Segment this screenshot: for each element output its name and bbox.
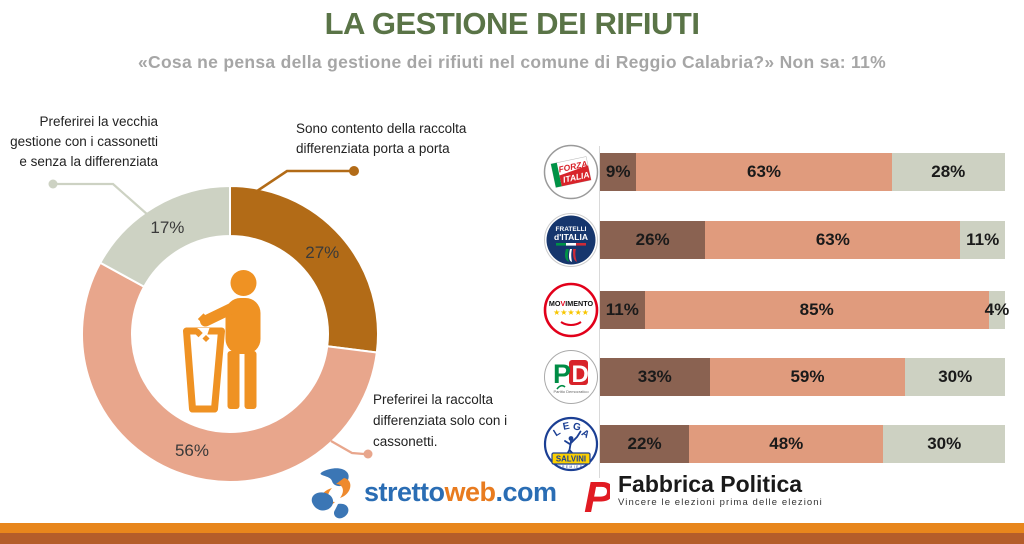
bar-segment-value: 22% xyxy=(627,434,662,453)
svg-text:P: P xyxy=(553,359,571,389)
forza-italia-logo: FORZA ITALIA xyxy=(543,144,599,200)
stacked-bar-chart: FORZA ITALIA 9% 63% 28% FRATELLI d'ITALIA … xyxy=(543,144,1009,475)
movimento-5-stelle-logo: MOVIMENTO ★★★★★ xyxy=(543,282,599,338)
donut-slice-value: 56% xyxy=(174,440,209,460)
bar-segment: 63% xyxy=(705,221,961,259)
littering-person-icon xyxy=(183,269,261,413)
bar-segment-value: 28% xyxy=(931,162,966,181)
donut-slice-value: 27% xyxy=(305,242,340,262)
bar-segment-value: 48% xyxy=(769,434,804,453)
bar-segment: 85% xyxy=(644,291,989,329)
movimento-5-stelle-logo-icon: MOVIMENTO ★★★★★ xyxy=(543,282,599,338)
strettoweb-part1: stretto xyxy=(364,476,445,507)
bar-segment-value: 26% xyxy=(635,230,670,249)
lega-salvini-logo: L E G A SALVINI PREMIER xyxy=(543,416,599,472)
donut-svg xyxy=(81,184,379,483)
bar-segment: 11% xyxy=(960,221,1005,259)
bar-segment-value: 30% xyxy=(927,434,962,453)
bar-track-lega-salvini: 22% 48% 30% xyxy=(600,425,1005,463)
bar-segment-value: 59% xyxy=(790,367,825,386)
partito-democratico-logo: P D Partito Democratico xyxy=(543,349,599,405)
bar-segment: 22% xyxy=(600,425,690,463)
donut-slice xyxy=(81,261,378,483)
donut-slice-value: 17% xyxy=(150,218,185,238)
fratelli-ditalia-logo: FRATELLI d'ITALIA xyxy=(543,212,599,268)
bar-segment: 11% xyxy=(600,291,645,329)
bar-segment: 63% xyxy=(636,153,892,191)
svg-text:MOVIMENTO: MOVIMENTO xyxy=(549,299,594,308)
donut-label-cassonetti: Preferirei la raccolta differenziata sol… xyxy=(373,392,508,449)
m5s-arc-text xyxy=(560,321,582,326)
fabbrica-politica-icon: F P xyxy=(584,473,610,520)
svg-text:L: L xyxy=(552,427,563,440)
strettoweb-icon xyxy=(311,468,351,519)
svg-text:SALVINI: SALVINI xyxy=(556,455,586,464)
bar-segment-value: 30% xyxy=(938,367,973,386)
strettoweb-logo: strettoweb.com xyxy=(308,462,557,522)
bar-segment: 4% xyxy=(985,291,1009,329)
bottom-stripe-rust xyxy=(0,533,1024,544)
bar-axis-line xyxy=(599,146,600,478)
fabbrica-politica-logo: F P Fabbrica Politica Vincere le elezion… xyxy=(562,472,823,520)
bar-segment: 48% xyxy=(689,425,884,463)
svg-text:P: P xyxy=(584,473,610,520)
bar-segment-value: 11% xyxy=(605,300,639,319)
svg-text:G: G xyxy=(572,421,582,433)
bottom-stripe-orange xyxy=(0,523,1024,533)
fabbrica-politica-tagline: Vincere le elezioni prima delle elezioni xyxy=(618,497,823,508)
bar-segment-value: 85% xyxy=(799,300,834,319)
bar-track-movimento-5-stelle: 11% 85% 4% xyxy=(600,291,1009,329)
strettoweb-part2: web xyxy=(444,476,497,507)
bar-segment-value: 9% xyxy=(605,162,631,181)
svg-text:FRATELLI: FRATELLI xyxy=(556,226,587,233)
lega-salvini-logo-icon: L E G A SALVINI PREMIER xyxy=(543,416,599,472)
bar-segment-value: 33% xyxy=(637,367,672,386)
partito-democratico-logo-icon: P D Partito Democratico xyxy=(544,350,598,404)
svg-text:PREMIER: PREMIER xyxy=(558,465,583,469)
svg-text:D: D xyxy=(572,361,589,388)
bar-track-partito-democratico: 33% 59% 30% xyxy=(600,358,1005,396)
donut-label-old-management: Preferirei la vecchia gestione con i cas… xyxy=(10,114,158,169)
strettoweb-wordmark: strettoweb.com xyxy=(364,477,557,508)
bar-segment: 59% xyxy=(709,358,906,396)
bar-segment-value: 11% xyxy=(966,230,1000,249)
donut-chart: 27% 56% 17% xyxy=(70,174,390,494)
svg-text:★★★★★: ★★★★★ xyxy=(553,308,589,317)
page-subtitle: «Cosa ne pensa della gestione dei rifiut… xyxy=(137,52,887,72)
fratelli-ditalia-logo-icon: FRATELLI d'ITALIA xyxy=(544,213,598,267)
bar-segment-value: 63% xyxy=(746,162,782,181)
donut-label-porta-a-porta: Sono contento della raccolta differenzia… xyxy=(296,121,467,156)
strettoweb-part3: .com xyxy=(495,476,558,507)
svg-text:A: A xyxy=(579,428,591,441)
fabbrica-politica-name: Fabbrica Politica xyxy=(618,471,803,497)
bar-segment-value: 63% xyxy=(815,230,850,249)
bar-segment: 33% xyxy=(600,358,710,396)
bar-segment-value: 4% xyxy=(984,300,1010,319)
forza-italia-logo-icon: FORZA ITALIA xyxy=(543,144,599,200)
svg-text:Partito Democratico: Partito Democratico xyxy=(553,389,589,394)
bar-segment: 30% xyxy=(905,358,1005,396)
donut-slice xyxy=(98,184,231,289)
page-title: LA GESTIONE DEI RIFIUTI xyxy=(324,6,700,41)
bar-track-forza-italia: 9% 63% 28% xyxy=(600,153,1005,191)
bar-segment: 9% xyxy=(600,153,637,191)
bar-track-fratelli-ditalia: 26% 63% 11% xyxy=(600,221,1005,259)
svg-text:d'ITALIA: d'ITALIA xyxy=(554,232,588,242)
bar-segment: 28% xyxy=(891,153,1005,191)
svg-text:E: E xyxy=(562,421,571,433)
bar-segment: 26% xyxy=(600,221,706,259)
bar-segment: 30% xyxy=(883,425,1005,463)
